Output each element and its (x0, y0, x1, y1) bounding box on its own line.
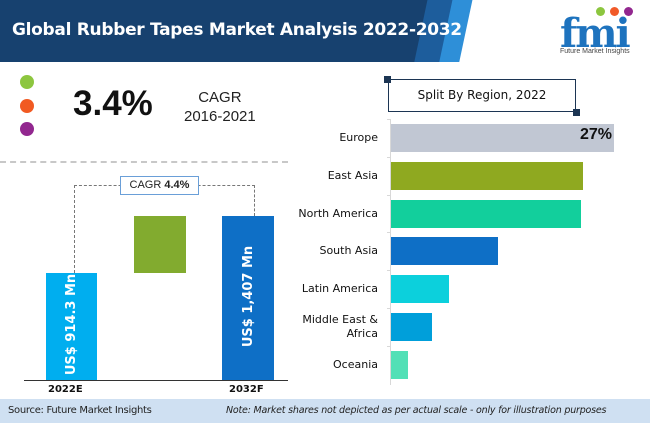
growth-increment-block (134, 216, 186, 274)
region-label: North America (298, 206, 378, 220)
fmi-logo: fmi Future Market Insights (560, 4, 650, 60)
region-bar-latin-america (391, 275, 449, 304)
y-axis-tick (387, 119, 391, 120)
region-label: Latin America (301, 282, 378, 296)
purple-dot-icon (20, 122, 34, 136)
x-axis-baseline (24, 380, 288, 381)
forecast-cagr-annotation: CAGR 4.4% (120, 176, 199, 195)
footer-bar: Source: Future Market Insights Note: Mar… (0, 399, 650, 423)
cagr-annotation-value: 4.4% (164, 179, 190, 191)
region-bar-oceania (391, 350, 408, 379)
logo-tagline: Future Market Insights (560, 48, 630, 55)
y-axis-tick (387, 156, 391, 158)
region-bar-south-asia (391, 237, 499, 266)
historic-cagr-label: CAGR 2016-2021 (184, 88, 256, 126)
historic-cagr-value: 3.4% (73, 84, 153, 123)
y-axis-tick (387, 308, 391, 309)
disclaimer-note: Note: Market shares not depicted as per … (226, 405, 607, 416)
bar-2032f-value-label: US$ 1,407 Mn (240, 245, 256, 347)
logo-person-icon (610, 7, 619, 16)
cagr-label-line2: 2016-2021 (184, 108, 256, 125)
page-title: Global Rubber Tapes Market Analysis 2022… (12, 20, 462, 40)
bar-2022e-value-label: US$ 914.3 Mn (64, 274, 80, 376)
region-bar-east-asia (391, 161, 583, 190)
logo-chat-icon (624, 7, 633, 16)
region-label: Middle East & Africa (302, 313, 378, 340)
x-tick-label-2032f: 2032F (229, 384, 264, 395)
title-box-corner (384, 76, 391, 83)
region-label: Oceania (333, 357, 378, 371)
bar-2022e (46, 273, 97, 380)
cagr-connector-left (74, 185, 75, 274)
cagr-connector-right (254, 185, 255, 216)
cagr-annotation-label: CAGR (129, 179, 162, 191)
y-axis-tick (387, 194, 391, 196)
y-axis-tick (387, 232, 391, 234)
source-text: Source: Future Market Insights (8, 405, 152, 416)
region-label: South Asia (319, 244, 378, 258)
header-banner: Global Rubber Tapes Market Analysis 2022… (0, 0, 650, 62)
bar-2032f (222, 216, 274, 380)
y-axis-tick (387, 270, 391, 272)
y-axis-tick (387, 345, 391, 347)
logo-letters: fmi (560, 10, 631, 57)
green-dot-icon (20, 75, 34, 89)
y-axis-line (390, 120, 391, 385)
title-box-corner (573, 109, 580, 116)
cagr-label-line1: CAGR (198, 89, 242, 106)
region-chart-title: Split By Region, 2022 (388, 79, 576, 112)
region-label: East Asia (327, 168, 378, 182)
orange-dot-icon (20, 99, 34, 113)
region-bar-data-label: 27% (580, 126, 613, 143)
region-bar-middle-east-africa (391, 313, 433, 341)
region-bar-europe (391, 124, 614, 152)
logo-globe-icon (596, 7, 605, 16)
section-divider (0, 161, 288, 163)
region-bar-north-america (391, 199, 581, 228)
x-tick-label-2022e: 2022E (48, 384, 83, 395)
region-label: Europe (339, 131, 378, 144)
